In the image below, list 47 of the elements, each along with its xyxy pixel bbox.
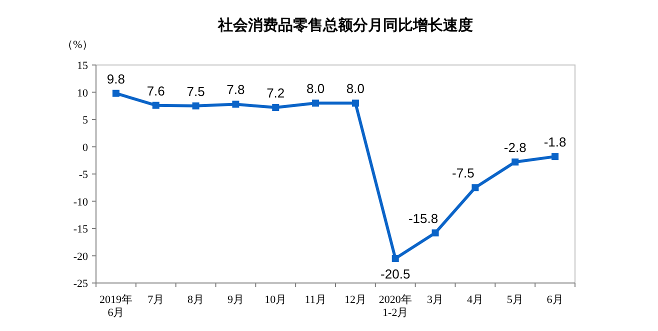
point	[472, 184, 479, 192]
x-tick-label: 10月	[264, 294, 287, 306]
y-tick-label: -20	[73, 250, 88, 263]
y-tick-label: 15	[77, 60, 88, 72]
point	[232, 100, 240, 108]
x-tick-label: 7月	[148, 294, 164, 306]
point	[552, 153, 559, 160]
x-tick-label: 6月	[546, 294, 564, 306]
point	[352, 100, 359, 107]
point	[112, 90, 120, 97]
y-tick-label: -10	[73, 196, 88, 208]
data-label: -1.8	[544, 134, 566, 150]
x-tick-label: 2020年 1-2月	[378, 294, 412, 320]
point	[152, 102, 160, 109]
y-tick-label: -25	[73, 278, 88, 290]
data-label: 7.8	[226, 82, 245, 98]
data-label: 7.5	[186, 84, 205, 99]
data-label: -7.5	[452, 166, 474, 181]
data-label: -20.5	[380, 266, 410, 282]
x-tick-label: 11月	[304, 294, 326, 306]
y-tick-label: 5	[82, 114, 88, 126]
x-tick-label: 4月	[466, 294, 484, 306]
point	[392, 254, 399, 262]
data-label: 7.2	[266, 86, 285, 101]
y-tick-label: -5	[78, 169, 88, 181]
y-tick-label: 0	[82, 142, 88, 154]
x-tick-label: 9月	[227, 294, 244, 306]
data-label: 8.0	[306, 81, 325, 96]
y-tick-label: 10	[77, 87, 88, 100]
x-tick-label: 2019年 6月	[99, 294, 132, 320]
data-label: -2.8	[504, 140, 526, 156]
x-tick-label: 3月	[427, 294, 444, 306]
x-tick-label: 12月	[344, 294, 366, 306]
data-label: 9.8	[106, 71, 125, 86]
point	[192, 102, 200, 110]
data-label: -15.8	[408, 210, 438, 226]
data-label: 8.0	[346, 81, 364, 96]
chart-title: 社会消费品零售总额分月同比增长速度	[217, 16, 473, 34]
point	[512, 158, 519, 166]
y-axis-title: （%）	[62, 39, 94, 51]
x-tick-label: 8月	[188, 294, 204, 306]
x-tick-label: 5月	[506, 294, 524, 306]
point	[272, 104, 280, 112]
point	[312, 100, 320, 107]
point	[432, 229, 439, 236]
y-tick-label: -15	[73, 224, 88, 236]
data-label: 7.6	[146, 83, 165, 98]
